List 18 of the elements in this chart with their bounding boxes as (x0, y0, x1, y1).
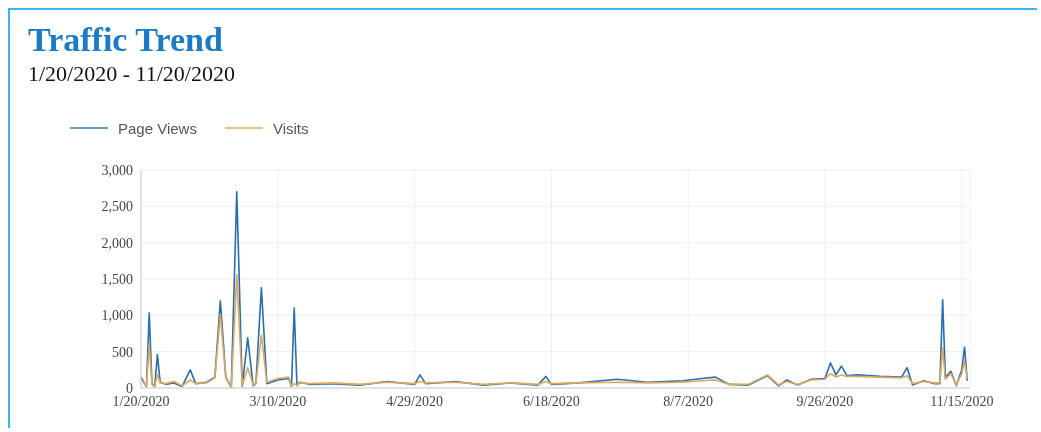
y-tick-label: 1,000 (101, 308, 133, 324)
y-tick-label: 0 (126, 380, 133, 396)
x-tick-label: 9/26/2020 (796, 393, 854, 409)
y-tick-label: 2,000 (101, 235, 133, 251)
x-tick-label: 6/18/2020 (523, 393, 580, 409)
x-tick-label: 1/20/2020 (112, 393, 170, 409)
x-tick-label: 8/7/2020 (663, 393, 714, 409)
y-tick-label: 3,000 (101, 162, 133, 178)
x-tick-label: 3/10/2020 (249, 393, 307, 409)
legend-label: Visits (271, 119, 309, 137)
y-tick-label: 500 (112, 344, 133, 360)
chart-title: Traffic Trend (28, 20, 224, 60)
legend-label: Page Views (117, 119, 197, 137)
x-tick-label: 11/15/2020 (930, 393, 994, 409)
y-tick-label: 1,500 (101, 271, 133, 287)
y-tick-label: 2,500 (101, 199, 133, 215)
chart-subtitle: 1/20/2020 - 11/20/2020 (28, 60, 235, 88)
x-tick-label: 4/29/2020 (386, 393, 443, 409)
